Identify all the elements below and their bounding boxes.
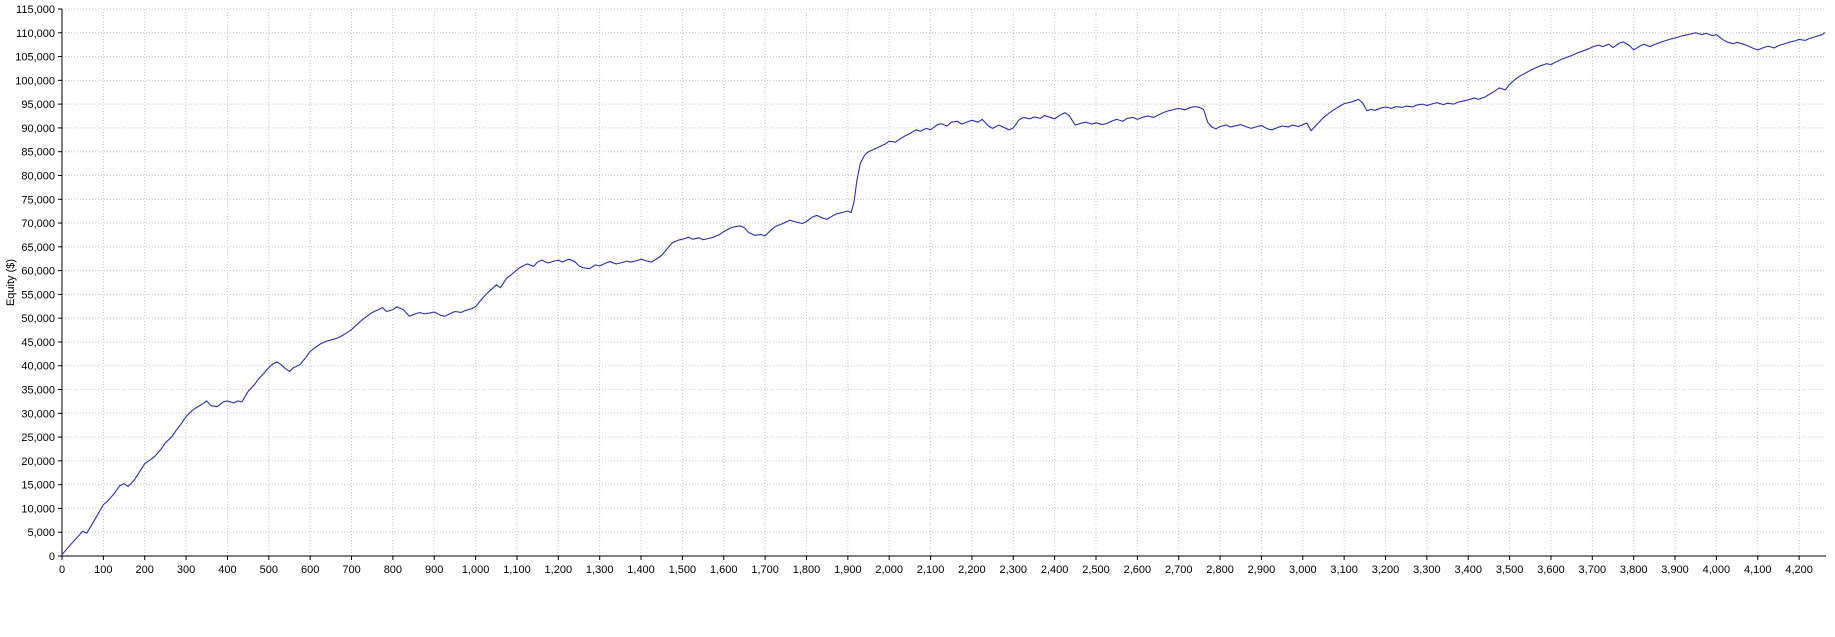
y-tick-label: 45,000 <box>21 337 55 349</box>
x-tick-label: 1,200 <box>545 564 573 576</box>
x-tick-label: 3,100 <box>1330 564 1358 576</box>
x-tick-label: 2,900 <box>1248 564 1276 576</box>
x-tick-label: 900 <box>425 564 443 576</box>
x-tick-label: 3,800 <box>1620 564 1648 576</box>
x-tick-label: 4,200 <box>1785 564 1813 576</box>
y-tick-label: 0 <box>49 551 55 563</box>
x-tick-label: 400 <box>218 564 236 576</box>
axes <box>61 9 1826 557</box>
x-tick-label: 3,500 <box>1496 564 1524 576</box>
y-tick-label: 70,000 <box>21 218 55 230</box>
y-tick-label: 5,000 <box>27 527 55 539</box>
y-tick-labels: 0 5,000 10,000 15,000 20,000 25,000 30,000 35,0… <box>15 4 62 563</box>
equity-line <box>61 32 1826 556</box>
y-tick-label: 25,000 <box>21 432 55 444</box>
x-tick-label: 1,100 <box>503 564 531 576</box>
y-tick-label: 65,000 <box>21 242 55 254</box>
x-tick-label: 2,500 <box>1082 564 1110 576</box>
x-tick-label: 100 <box>94 564 112 576</box>
y-tick-label: 50,000 <box>21 313 55 325</box>
grid-lines <box>62 8 1826 556</box>
y-tick-label: 80,000 <box>21 170 55 182</box>
x-tick-label: 0 <box>59 564 65 576</box>
y-tick-label: 110,000 <box>16 28 55 40</box>
y-tick-label: 85,000 <box>21 147 55 159</box>
x-tick-label: 2,600 <box>1124 564 1152 576</box>
x-tick-label: 3,600 <box>1537 564 1565 576</box>
y-tick-label: 20,000 <box>21 456 55 468</box>
x-tick-label: 2,100 <box>917 564 945 576</box>
x-tick-label: 200 <box>136 564 154 576</box>
x-tick-label: 1,500 <box>669 564 697 576</box>
x-tick-label: 3,400 <box>1454 564 1482 576</box>
y-tick-label: 15,000 <box>21 480 55 492</box>
y-tick-label: 95,000 <box>21 99 55 111</box>
x-tick-label: 2,300 <box>1000 564 1028 576</box>
x-tick-label: 3,000 <box>1289 564 1317 576</box>
x-tick-label: 2,800 <box>1206 564 1234 576</box>
x-tick-label: 2,000 <box>875 564 903 576</box>
x-tick-label: 300 <box>177 564 195 576</box>
x-tick-label: 1,900 <box>834 564 862 576</box>
x-tick-label: 2,200 <box>958 564 986 576</box>
x-tick-label: 3,300 <box>1413 564 1441 576</box>
x-tick-label: 2,700 <box>1165 564 1193 576</box>
y-tick-label: 105,000 <box>15 52 55 64</box>
y-tick-label: 60,000 <box>21 266 55 278</box>
y-tick-label: 10,000 <box>21 503 55 515</box>
y-axis-label: Equity ($) <box>5 259 17 306</box>
x-tick-label: 1,300 <box>586 564 614 576</box>
y-tick-label: 75,000 <box>21 194 55 206</box>
x-tick-label: 500 <box>260 564 278 576</box>
x-tick-label: 4,000 <box>1703 564 1731 576</box>
x-tick-label: 800 <box>384 564 402 576</box>
x-tick-label: 700 <box>342 564 360 576</box>
y-tick-label: 35,000 <box>21 385 55 397</box>
x-tick-label: 3,700 <box>1579 564 1607 576</box>
x-tick-label: 1,000 <box>462 564 490 576</box>
x-tick-label: 1,400 <box>627 564 655 576</box>
y-tick-label: 90,000 <box>21 123 55 135</box>
y-tick-label: 100,000 <box>15 75 55 87</box>
y-tick-label: 115,000 <box>16 4 55 16</box>
x-tick-label: 4,100 <box>1744 564 1772 576</box>
x-tick-label: 1,800 <box>793 564 821 576</box>
x-tick-label: 1,600 <box>710 564 738 576</box>
x-tick-label: 3,900 <box>1661 564 1689 576</box>
x-tick-label: 3,200 <box>1372 564 1400 576</box>
y-tick-label: 30,000 <box>21 408 55 420</box>
x-tick-label: 2,400 <box>1041 564 1069 576</box>
x-tick-labels: 0 100 200 300 400 500 600 700 800 900 1,000 1,100 1,… <box>59 556 1813 576</box>
y-tick-label: 55,000 <box>21 289 55 301</box>
x-tick-label: 1,700 <box>751 564 779 576</box>
x-tick-label: 600 <box>301 564 319 576</box>
y-tick-label: 40,000 <box>21 361 55 373</box>
